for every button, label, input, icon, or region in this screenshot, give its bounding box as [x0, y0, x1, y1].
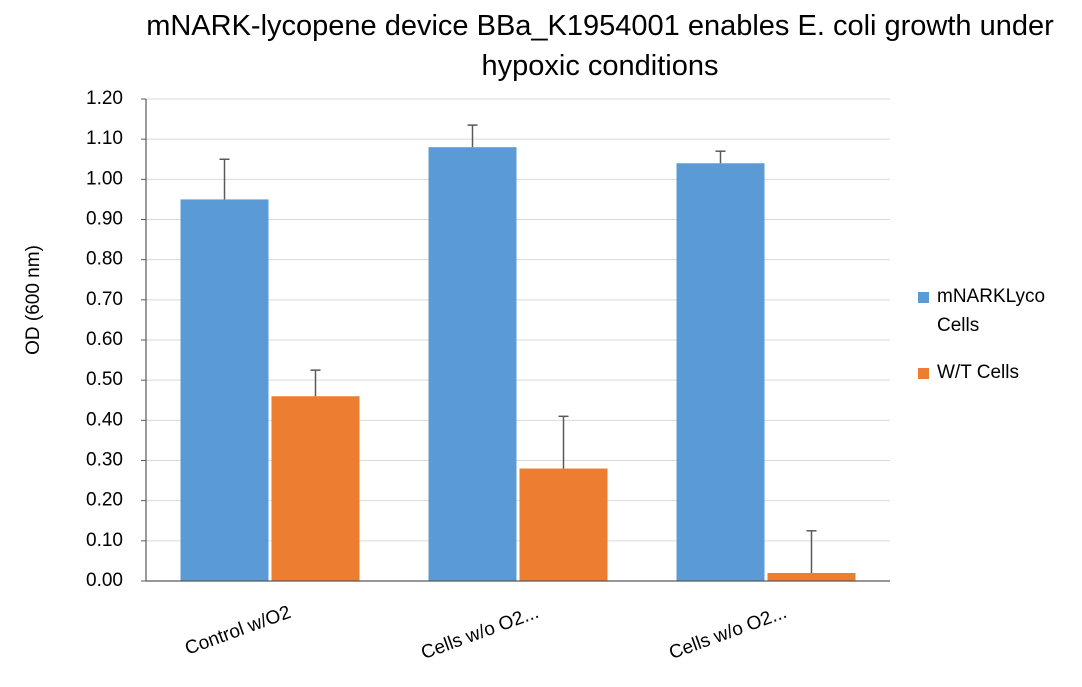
- y-tick-label: 0.10: [86, 530, 123, 551]
- legend-label: W/T Cells: [937, 362, 1019, 383]
- x-category-label: Cells w/o O2...: [418, 602, 541, 664]
- y-tick-label: 0.90: [86, 209, 123, 230]
- y-axis-title: OD (600 nm): [23, 245, 44, 355]
- legend-label: mNARKLyco Cells: [937, 286, 1046, 336]
- x-category-label: Cells w/o O2...: [666, 602, 789, 664]
- bar: [180, 199, 269, 581]
- y-tick-label: 0.70: [86, 289, 123, 310]
- y-tick-label: 0.00: [86, 570, 123, 591]
- y-tick-label: 0.40: [86, 409, 123, 430]
- legend: mNARKLyco Cells W/T Cells: [918, 286, 1078, 409]
- axes: [141, 98, 890, 582]
- y-tick-label: 0.80: [86, 249, 123, 270]
- y-tick-label: 0.20: [86, 490, 123, 511]
- y-tick-label: 0.30: [86, 450, 123, 471]
- y-tick-label: 1.10: [86, 128, 123, 149]
- bar: [519, 468, 608, 581]
- bar: [676, 163, 765, 581]
- x-category-label: Control w/O2: [182, 602, 293, 660]
- grid-lines: [146, 98, 890, 542]
- y-tick-label: 1.20: [86, 88, 123, 109]
- bars: [180, 147, 856, 581]
- legend-item: W/T Cells: [918, 362, 1078, 387]
- y-tick-label: 1.00: [86, 168, 123, 189]
- legend-item: mNARKLyco Cells: [918, 286, 1078, 340]
- bar: [428, 147, 517, 581]
- legend-swatch: [918, 292, 929, 303]
- error-bars: [219, 124, 817, 573]
- legend-swatch: [918, 368, 929, 379]
- bar: [767, 572, 856, 581]
- bar: [271, 396, 360, 581]
- y-tick-label: 0.60: [86, 329, 123, 350]
- y-tick-label: 0.50: [86, 369, 123, 390]
- chart-title: mNARK-lycopene device BBa_K1954001 enabl…: [146, 10, 1054, 82]
